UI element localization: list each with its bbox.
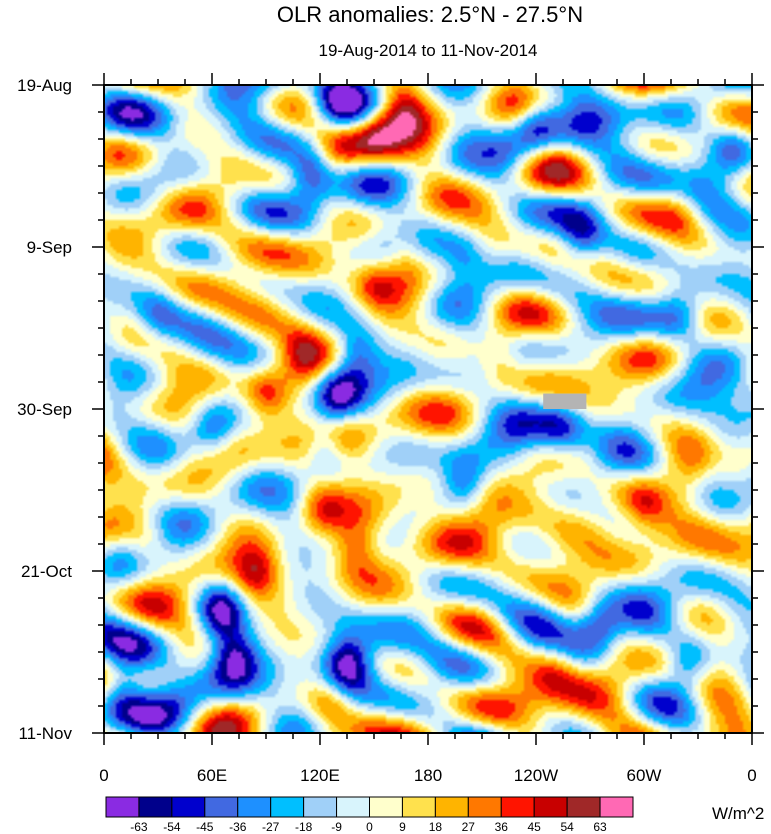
- colorbar-swatch: [336, 796, 370, 818]
- colorbar-level-label: 36: [495, 820, 509, 834]
- colorbar-level-label: -9: [331, 820, 342, 834]
- y-tick-label: 19-Aug: [17, 76, 72, 95]
- missing-data-patch: [543, 393, 587, 409]
- y-tick-label: 21-Oct: [21, 562, 72, 581]
- x-tick-label: 0: [747, 766, 756, 785]
- colorbar-swatch: [138, 796, 173, 818]
- y-tick-label: 30-Sep: [17, 400, 72, 419]
- colorbar-swatch: [500, 796, 535, 818]
- colorbar-swatch: [599, 796, 634, 818]
- x-tick-label: 60W: [627, 766, 662, 785]
- colorbar-swatch: [303, 796, 338, 818]
- chart-title: OLR anomalies: 2.5°N - 27.5°N: [277, 2, 583, 27]
- colorbar-level-label: 54: [560, 820, 574, 834]
- colorbar-swatch: [105, 796, 140, 818]
- colorbar-level-label: 27: [462, 820, 476, 834]
- colorbar-level-label: 18: [429, 820, 443, 834]
- chart-subtitle: 19-Aug-2014 to 11-Nov-2014: [319, 41, 538, 60]
- colorbar-level-label: -45: [196, 820, 214, 834]
- colorbar-swatch: [237, 796, 272, 818]
- colorbar-level-label: -27: [262, 820, 280, 834]
- colorbar-swatch: [369, 796, 403, 818]
- colorbar-level-label: -36: [229, 820, 247, 834]
- y-tick-label: 9-Sep: [27, 238, 72, 257]
- colorbar-swatch: [204, 796, 239, 818]
- colorbar-swatch: [467, 796, 502, 818]
- colorbar-level-label: 63: [593, 820, 607, 834]
- colorbar-level-label: 9: [399, 820, 406, 834]
- colorbar-units: W/m^2: [712, 804, 764, 823]
- colorbar-swatch: [566, 796, 601, 818]
- colorbar-swatch: [270, 796, 305, 818]
- x-tick-label: 60E: [197, 766, 227, 785]
- colorbar-swatch: [401, 796, 436, 818]
- colorbar-swatch: [533, 796, 568, 818]
- y-tick-label: 11-Nov: [18, 724, 72, 743]
- colorbar-level-label: -54: [163, 820, 181, 834]
- colorbar-level-label: -63: [130, 820, 148, 834]
- x-tick-label: 120E: [300, 766, 340, 785]
- heatmap-field: [104, 85, 752, 733]
- colorbar-level-label: 45: [528, 820, 542, 834]
- x-tick-label: 0: [99, 766, 108, 785]
- colorbar-swatch: [171, 796, 206, 818]
- colorbar-level-label: -18: [295, 820, 313, 834]
- colorbar-swatch: [434, 796, 469, 818]
- colorbar-level-label: 0: [366, 820, 373, 834]
- x-tick-label: 180: [414, 766, 442, 785]
- x-tick-label: 120W: [514, 766, 558, 785]
